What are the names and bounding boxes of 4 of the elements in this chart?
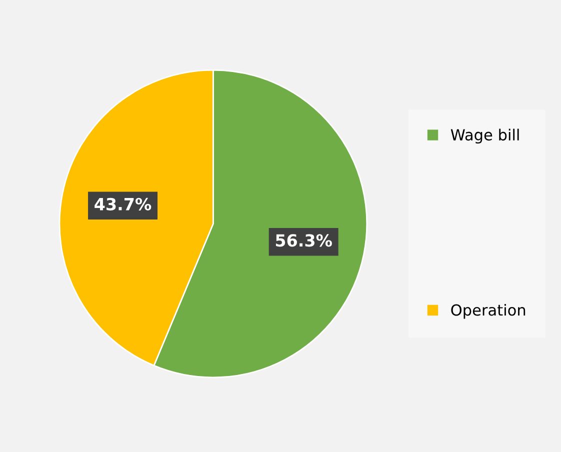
legend-label: Wage bill [450, 128, 519, 144]
data-label: 43.7% [94, 198, 152, 210]
data-label: 56.3% [276, 234, 332, 247]
legend-label: Operation [451, 304, 526, 319]
